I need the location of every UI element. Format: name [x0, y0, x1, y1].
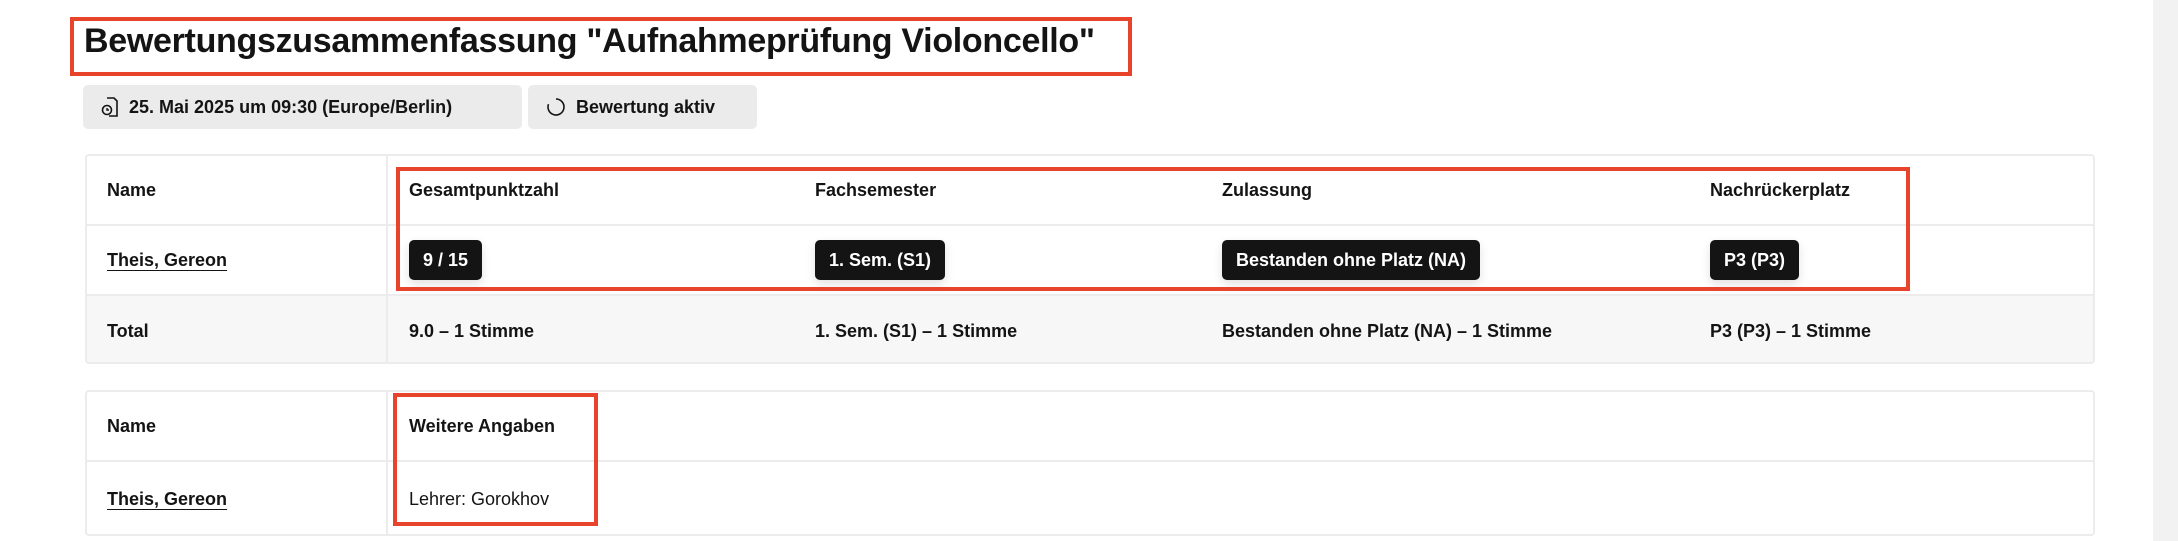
- status-label: Bewertung aktiv: [576, 96, 716, 117]
- total-row: Total 9.0 – 1 Stimme 1. Sem. (S1) – 1 St…: [87, 296, 2093, 362]
- header-name: Name: [87, 156, 388, 224]
- scrollbar-track[interactable]: [2153, 0, 2178, 541]
- header-weitere-angaben: Weitere Angaben: [409, 415, 556, 436]
- table-row: Theis, Gereon 9 / 15 1. Sem. (S1) Bestan…: [87, 226, 2093, 296]
- details-value: Lehrer: Gorokhov: [409, 488, 550, 509]
- total-waitlist: P3 (P3) – 1 Stimme: [1710, 320, 1872, 341]
- total-admission: Bestanden ohne Platz (NA) – 1 Stimme: [1222, 320, 1553, 341]
- semester-badge: 1. Sem. (S1): [815, 240, 946, 280]
- score-badge: 9 / 15: [409, 240, 483, 280]
- details-table: Name Weitere Angaben Theis, Gereon Lehre…: [85, 390, 2095, 536]
- header-zulassung: Zulassung: [1222, 179, 1313, 200]
- table-row: Theis, Gereon Lehrer: Gorokhov: [87, 462, 2093, 534]
- table-header-row: Name Gesamtpunktzahl Fachsemester Zulass…: [87, 156, 2093, 226]
- status-chip: Bewertung aktiv: [528, 85, 757, 129]
- document-clock-icon: [101, 97, 118, 117]
- ratings-table: Name Gesamtpunktzahl Fachsemester Zulass…: [85, 154, 2095, 364]
- header-name: Name: [87, 392, 388, 460]
- total-label: Total: [87, 296, 388, 362]
- table-header-row: Name Weitere Angaben: [87, 392, 2093, 462]
- candidate-link[interactable]: Theis, Gereon: [107, 488, 228, 509]
- admission-badge: Bestanden ohne Platz (NA): [1222, 240, 1481, 280]
- header-nachrueckerplatz: Nachrückerplatz: [1710, 179, 1851, 200]
- date-label: 25. Mai 2025 um 09:30 (Europe/Berlin): [129, 96, 453, 117]
- header-fachsemester: Fachsemester: [815, 179, 937, 200]
- total-semester: 1. Sem. (S1) – 1 Stimme: [815, 320, 1018, 341]
- waitlist-badge: P3 (P3): [1710, 240, 1800, 280]
- header-gesamtpunktzahl: Gesamtpunktzahl: [409, 179, 560, 200]
- page-title: Bewertungszusammenfassung "Aufnahmeprüfu…: [84, 22, 1095, 60]
- candidate-link[interactable]: Theis, Gereon: [107, 249, 228, 270]
- date-chip: 25. Mai 2025 um 09:30 (Europe/Berlin): [83, 85, 522, 129]
- total-score: 9.0 – 1 Stimme: [409, 320, 535, 341]
- loading-circle-icon: [547, 98, 565, 116]
